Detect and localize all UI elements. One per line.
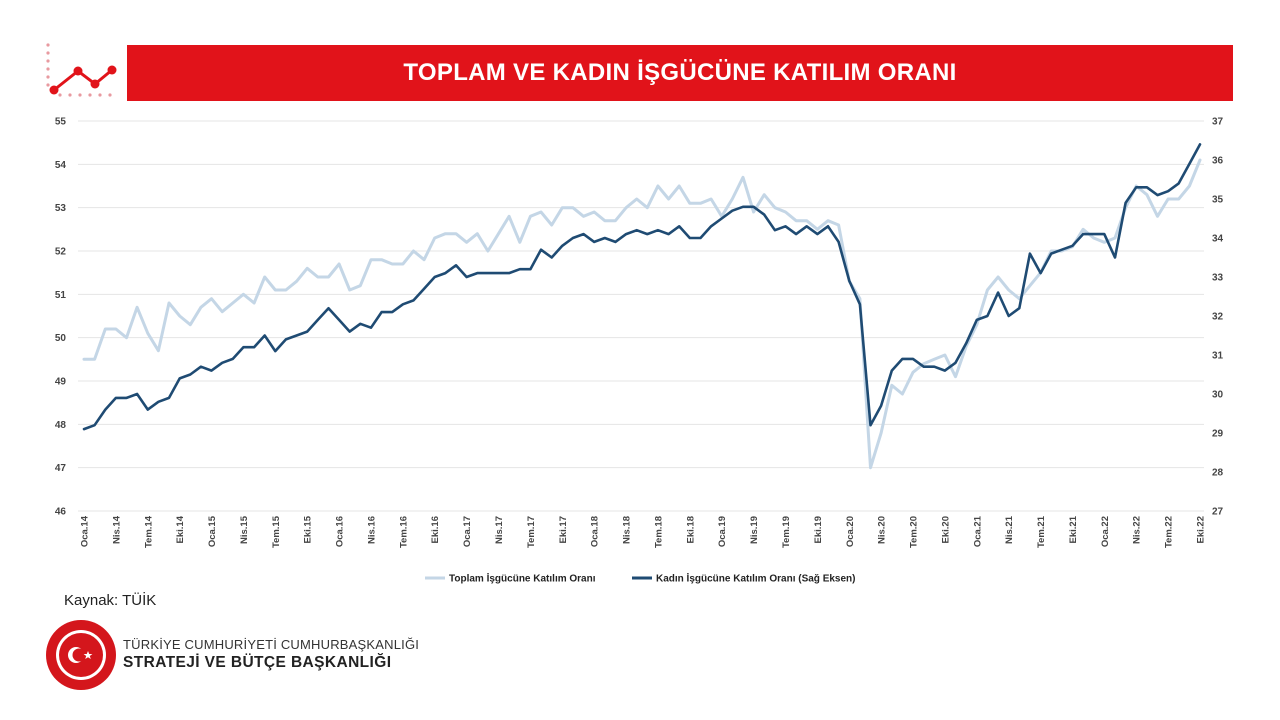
left-y-axis: 46 47 48 49 50 51 52 53 54 55 (55, 117, 67, 518)
x-tick-label: Tem.14 (143, 515, 154, 548)
x-tick-label: Oca.16 (335, 516, 346, 547)
x-tick-label: Tem.18 (653, 516, 664, 548)
org-line-1: TÜRKİYE CUMHURİYETİ CUMHURBAŞKANLIĞI (123, 637, 420, 652)
x-tick-label: Tem.17 (526, 516, 537, 548)
x-tick-label: Tem.15 (271, 515, 282, 548)
x-tick-label: Oca.14 (80, 515, 91, 547)
y-right-tick-label: 31 (1212, 351, 1224, 362)
x-tick-label: Tem.16 (398, 516, 409, 548)
org-line-2: STRATEJİ VE BÜTÇE BAŞKANLIĞI (123, 654, 392, 671)
y-left-tick-label: 52 (55, 247, 67, 258)
y-right-tick-label: 34 (1212, 234, 1224, 245)
title-banner: TOPLAM VE KADIN İŞGÜCÜNE KATILIM ORANI (127, 45, 1233, 101)
y-left-tick-label: 51 (55, 290, 67, 301)
series-line-women (82, 143, 1202, 431)
x-tick-label: Eki.17 (558, 516, 569, 543)
y-right-tick-label: 29 (1212, 429, 1224, 440)
y-right-tick-label: 27 (1212, 507, 1224, 518)
y-left-tick-label: 53 (55, 203, 67, 214)
x-tick-label: Eki.18 (685, 516, 696, 543)
legend-item-total-label: Toplam İşgücüne Katılım Oranı (449, 572, 596, 585)
x-tick-label: Eki.15 (303, 515, 314, 543)
x-tick-label: Eki.14 (175, 515, 186, 543)
y-right-tick-label: 37 (1212, 117, 1224, 128)
right-y-axis: 27 28 29 30 31 32 33 34 35 36 37 (1212, 117, 1224, 518)
x-tick-label: Nis.20 (877, 516, 888, 544)
chart-title: TOPLAM VE KADIN İŞGÜCÜNE KATILIM ORANI (403, 59, 957, 86)
x-tick-label: Oca.18 (590, 516, 601, 547)
legend: Toplam İşgücüne Katılım Oranı Kadın İşgüc… (425, 572, 856, 585)
y-left-tick-label: 46 (55, 507, 67, 518)
x-tick-label: Eki.16 (430, 516, 441, 543)
series-lines (82, 143, 1202, 470)
x-tick-label: Nis.21 (1004, 515, 1015, 544)
y-left-tick-label: 50 (55, 333, 67, 344)
y-right-tick-label: 28 (1212, 468, 1224, 479)
source-note: Kaynak: TÜİK (64, 592, 157, 609)
series-line-total (82, 158, 1202, 470)
y-right-tick-label: 32 (1212, 312, 1224, 323)
x-tick-label: Oca.19 (717, 516, 728, 547)
x-tick-label: Oca.22 (1100, 516, 1111, 547)
y-left-tick-label: 47 (55, 463, 67, 474)
x-tick-label: Oca.17 (462, 516, 473, 547)
y-right-tick-label: 33 (1212, 273, 1224, 284)
grid-lines (78, 120, 1204, 512)
sbb-logo (44, 618, 118, 697)
x-tick-label: Oca.15 (207, 515, 218, 547)
x-tick-label: Nis.18 (622, 516, 633, 544)
x-tick-label: Oca.20 (845, 516, 856, 547)
x-tick-label: Tem.19 (781, 516, 792, 548)
y-left-tick-label: 48 (55, 420, 67, 431)
x-tick-label: Nis.22 (1132, 516, 1143, 544)
x-tick-label: Tem.21 (1036, 515, 1047, 548)
x-tick-label: Tem.22 (1164, 516, 1175, 548)
x-tick-label: Nis.19 (749, 516, 760, 544)
legend-item-women-label: Kadın İşgücüne Katılım Oranı (Sağ Eksen) (656, 572, 856, 585)
line-chart: 46 47 48 49 50 51 52 53 54 55 27 28 29 30 31 32 33 34 35 3… (55, 117, 1224, 585)
y-right-tick-label: 35 (1212, 195, 1224, 206)
x-tick-label: Nis.14 (111, 515, 122, 544)
y-left-tick-label: 55 (55, 117, 67, 128)
y-left-tick-label: 49 (55, 377, 67, 388)
y-right-tick-label: 36 (1212, 156, 1224, 167)
organization-name: TÜRKİYE CUMHURİYETİ CUMHURBAŞKANLIĞI STR… (123, 637, 419, 672)
x-tick-label: Eki.19 (813, 516, 824, 543)
x-tick-label: Oca.21 (972, 515, 983, 547)
x-tick-label: Eki.20 (940, 516, 951, 543)
y-left-tick-label: 54 (55, 160, 67, 171)
trend-line-icon (40, 40, 120, 105)
x-tick-label: Eki.21 (1068, 515, 1079, 543)
x-tick-label: Nis.15 (239, 515, 250, 544)
y-right-tick-label: 30 (1212, 390, 1224, 401)
x-tick-label: Eki.22 (1196, 516, 1207, 543)
x-tick-label: Nis.17 (494, 516, 505, 544)
x-tick-label: Nis.16 (366, 516, 377, 544)
x-axis: Oca.14 Nis.14 Tem.14 Eki.14 Oca.15 Nis.15 Tem.… (80, 515, 1207, 548)
x-tick-label: Tem.20 (909, 516, 920, 548)
